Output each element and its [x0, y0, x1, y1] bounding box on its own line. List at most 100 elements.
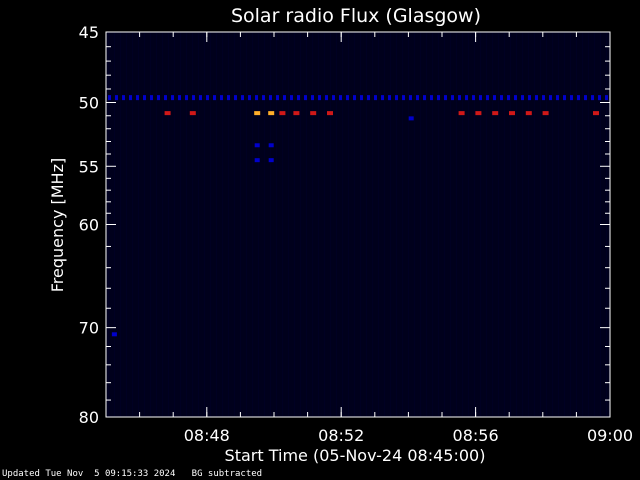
band-segment — [542, 95, 545, 101]
band-segment — [276, 95, 279, 101]
band-segment — [164, 95, 167, 101]
background-streak — [258, 32, 259, 417]
background-streak — [312, 32, 313, 417]
y-tick-label: 80 — [79, 408, 99, 427]
y-tick-label: 55 — [79, 157, 99, 176]
background-streak — [234, 32, 235, 417]
band-segment — [549, 95, 552, 101]
background-streak — [336, 32, 337, 417]
band-segment — [465, 95, 468, 101]
band-segment — [248, 95, 251, 101]
plot-area — [106, 32, 610, 417]
footer: Updated Tue Nov 5 09:15:33 2024 BG subtr… — [2, 469, 262, 479]
updated-timestamp: Updated Tue Nov 5 09:15:33 2024 — [2, 469, 176, 479]
band-segment — [563, 95, 566, 101]
y-tick-label: 50 — [79, 94, 99, 113]
background-streak — [396, 32, 397, 417]
band-segment — [213, 95, 216, 101]
band-segment — [227, 95, 230, 101]
band-segment — [500, 95, 503, 101]
x-axis-label: Start Time (05-Nov-24 08:45:00) — [225, 446, 486, 465]
band-segment — [290, 95, 293, 101]
background-streak — [192, 32, 193, 417]
band-segment — [129, 95, 132, 101]
background-streak — [414, 32, 415, 417]
background-streak — [510, 32, 511, 417]
y-tick-label: 60 — [79, 216, 99, 235]
band-segment — [297, 95, 300, 101]
band-segment — [458, 95, 461, 101]
background-streak — [402, 32, 403, 417]
burst-mark — [268, 158, 274, 163]
band-segment — [283, 95, 286, 101]
burst-mark — [542, 111, 549, 116]
band-segment — [402, 95, 405, 101]
band-segment — [304, 95, 307, 101]
band-segment — [185, 95, 188, 101]
burst-mark — [327, 111, 333, 116]
background-streak — [564, 32, 565, 417]
background-streak — [426, 32, 427, 417]
band-segment — [605, 95, 608, 101]
burst-mark — [189, 111, 196, 116]
band-segment — [234, 95, 237, 101]
background-streak — [522, 32, 523, 417]
burst-mark — [475, 111, 482, 116]
background-streak — [390, 32, 391, 417]
band-segment — [178, 95, 181, 101]
bg-subtracted-note: BG subtracted — [191, 469, 263, 479]
band-segment — [339, 95, 342, 101]
band-segment — [143, 95, 146, 101]
burst-mark — [254, 158, 260, 163]
band-segment — [192, 95, 195, 101]
background-streak — [450, 32, 451, 417]
background-streak — [288, 32, 289, 417]
background-streak — [156, 32, 157, 417]
x-tick-label: 08:56 — [453, 426, 499, 445]
background-streak — [432, 32, 433, 417]
band-segment — [325, 95, 328, 101]
background-streak — [186, 32, 187, 417]
burst-mark — [254, 143, 260, 148]
background-streak — [438, 32, 439, 417]
background-streak — [162, 32, 163, 417]
background-streak — [198, 32, 199, 417]
background-streak — [324, 32, 325, 417]
burst-mark — [408, 116, 414, 121]
burst-mark — [279, 111, 286, 116]
band-segment — [479, 95, 482, 101]
background-streak — [444, 32, 445, 417]
burst-mark — [458, 111, 465, 116]
band-segment — [374, 95, 377, 101]
band-segment — [360, 95, 363, 101]
band-segment — [535, 95, 538, 101]
burst-mark — [593, 111, 599, 116]
band-segment — [444, 95, 447, 101]
background-streak — [300, 32, 301, 417]
band-segment — [220, 95, 223, 101]
background-streak — [456, 32, 457, 417]
burst-mark — [254, 111, 261, 116]
background-streak — [420, 32, 421, 417]
band-segment — [262, 95, 265, 101]
band-segment — [584, 95, 587, 101]
background-streak — [366, 32, 367, 417]
plot-marks — [108, 32, 608, 417]
background-streak — [168, 32, 169, 417]
band-segment — [115, 95, 118, 101]
band-segment — [206, 95, 209, 101]
background-streak — [348, 32, 349, 417]
background-streak — [552, 32, 553, 417]
background-streak — [210, 32, 211, 417]
background-streak — [354, 32, 355, 417]
background-streak — [516, 32, 517, 417]
background-streak — [174, 32, 175, 417]
burst-mark — [293, 111, 300, 116]
background-streak — [546, 32, 547, 417]
background-streak — [222, 32, 223, 417]
band-segment — [395, 95, 398, 101]
background-streak — [246, 32, 247, 417]
background-streak — [372, 32, 373, 417]
background-streak — [498, 32, 499, 417]
background-streak — [360, 32, 361, 417]
